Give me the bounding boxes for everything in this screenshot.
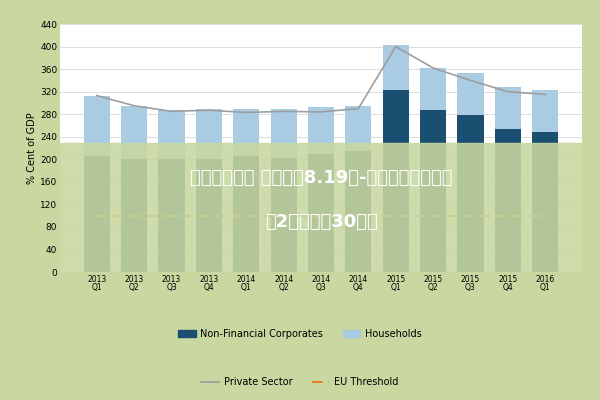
Private Sector: [504, 89, 511, 94]
Private Sector: [392, 44, 400, 49]
EU Threshold: [242, 213, 250, 218]
EU Threshold: [131, 213, 138, 218]
Bar: [383, 45, 409, 90]
Bar: [233, 156, 259, 272]
Text: 、2浪或回落30美分: 、2浪或回落30美分: [265, 214, 377, 231]
Private Sector: [168, 109, 175, 114]
Line: Private Sector: Private Sector: [97, 46, 545, 112]
EU Threshold: [392, 213, 400, 218]
Legend: Private Sector, EU Threshold: Private Sector, EU Threshold: [202, 377, 398, 387]
Bar: [271, 108, 297, 158]
Bar: [60, 143, 582, 272]
Private Sector: [280, 109, 287, 114]
Text: 炰股配资巨亥 图灵波浸8.19晚-白銀空头如期而至: 炰股配资巨亥 图灵波浸8.19晚-白銀空头如期而至: [190, 169, 452, 187]
Legend: Non-Financial Corporates, Households: Non-Financial Corporates, Households: [178, 329, 422, 339]
Private Sector: [242, 110, 250, 115]
Bar: [345, 106, 371, 151]
Bar: [84, 156, 110, 272]
EU Threshold: [504, 213, 511, 218]
Bar: [121, 106, 147, 159]
Bar: [457, 115, 484, 272]
Private Sector: [542, 92, 549, 97]
Bar: [84, 96, 110, 156]
EU Threshold: [280, 213, 287, 218]
Bar: [495, 129, 521, 272]
Bar: [532, 90, 558, 132]
EU Threshold: [355, 213, 362, 218]
EU Threshold: [317, 213, 325, 218]
Bar: [532, 132, 558, 272]
Private Sector: [93, 93, 100, 98]
Bar: [308, 154, 334, 272]
Bar: [383, 90, 409, 272]
EU Threshold: [542, 213, 549, 218]
EU Threshold: [168, 213, 175, 218]
Bar: [420, 68, 446, 110]
Bar: [420, 110, 446, 272]
Private Sector: [430, 66, 437, 70]
EU Threshold: [93, 213, 100, 218]
Y-axis label: % Cent of GDP: % Cent of GDP: [27, 112, 37, 184]
Bar: [345, 151, 371, 272]
Bar: [158, 110, 185, 159]
Bar: [495, 87, 521, 129]
Private Sector: [355, 106, 362, 111]
Bar: [271, 158, 297, 272]
Bar: [233, 108, 259, 156]
Bar: [196, 159, 222, 272]
Bar: [158, 159, 185, 272]
Bar: [121, 159, 147, 272]
Private Sector: [131, 103, 138, 108]
Bar: [457, 73, 484, 115]
Bar: [308, 107, 334, 154]
EU Threshold: [467, 213, 474, 218]
EU Threshold: [430, 213, 437, 218]
Private Sector: [467, 78, 474, 83]
Bar: [196, 108, 222, 159]
Private Sector: [205, 108, 212, 113]
EU Threshold: [205, 213, 212, 218]
Private Sector: [317, 110, 325, 114]
